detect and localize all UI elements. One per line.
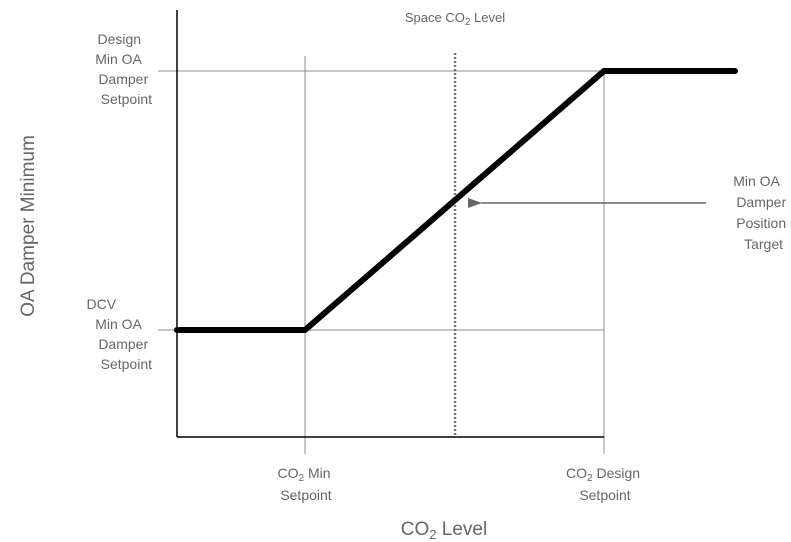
co2-design-setpoint-label: CO2 Design Setpoint xyxy=(566,465,644,503)
damper-setpoint-curve xyxy=(174,68,738,333)
co2-min-setpoint-label: CO2 Min Setpoint xyxy=(278,465,335,503)
y-axis-label: OA Damper Minimum xyxy=(18,135,39,317)
space-co2-level-label: Space CO2 Level xyxy=(405,10,505,28)
design-min-oa-damper-setpoint-label: Design Min OA Damper Setpoint xyxy=(95,31,152,107)
x-axis-label: CO2 Level xyxy=(401,519,487,542)
min-oa-damper-position-target-label: Min OA Damper Position Target xyxy=(733,173,790,252)
dcv-min-oa-damper-setpoint-label: DCV Min OA Damper Setpoint xyxy=(87,296,153,372)
